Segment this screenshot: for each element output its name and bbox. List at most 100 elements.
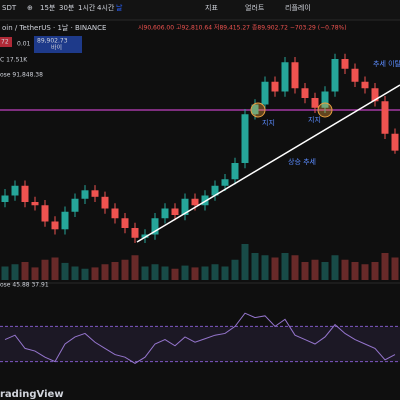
candle-body [381,101,389,134]
volume-bar [161,266,169,280]
candle-body [31,202,39,206]
volume-bar [341,259,349,280]
volume-bar [321,262,329,280]
sell-price: 72 [1,39,9,46]
sell-box[interactable] [0,37,12,47]
volume-bar [11,264,19,280]
candle-body [81,190,89,199]
volume-bar [131,255,139,280]
volume-bar [31,267,39,280]
volume-bar [331,255,339,280]
volume-bar [101,264,109,280]
symbol[interactable]: SDT [2,4,17,12]
rsi-band [0,326,400,362]
add-button[interactable]: ⊕ [27,4,33,12]
volume-bar [181,265,189,280]
candle-body [131,228,139,238]
candle-body [61,211,69,230]
volume-bar [261,255,269,280]
volume-bar [61,262,69,280]
legend-title: oin / TetherUS · 1날 · BINANCE [2,23,106,32]
candle-body [341,59,349,69]
volume-bar [111,262,119,280]
annotation: 추세 이탈 [373,59,400,68]
volume-bar [201,266,209,280]
volume-bar [251,253,259,280]
candle-body [101,196,109,209]
candle-body [331,59,339,92]
legend-ohlc: 시90,606.00 고92,810.64 저89,415.27 종89,902… [138,24,347,32]
candle-body [141,234,149,238]
annotation: 지지 [308,115,321,124]
spread: 0.01 [17,41,31,48]
candle-body [91,190,99,197]
interval-button[interactable]: 15분 [40,4,56,12]
volume-bar [351,262,359,280]
candle-body [211,185,219,196]
candle-body [1,195,9,202]
volume-bar [241,244,249,280]
buy-price: 89,902.73 [37,38,68,45]
toolbar-button[interactable]: 지표 [205,3,218,12]
candle-body [181,198,189,215]
candle-body [171,208,179,215]
support-marker [250,102,266,118]
candle-body [231,163,239,180]
volume-bar [91,267,99,280]
candle-body [221,179,229,186]
volume-bar [21,262,29,280]
interval-button[interactable]: 4시간 [97,3,115,12]
volume-bar [281,253,289,280]
volume-bar [1,266,9,280]
candle-body [271,81,279,92]
support-marker [317,102,333,118]
candle-body [251,104,259,115]
rsi-legend: ose 45.88 37.91 [0,282,49,289]
candle-body [361,81,369,89]
annotation: 상승 추세 [288,157,316,166]
volume-bar [371,262,379,280]
volume-bar [231,259,239,280]
volume-bar [301,262,309,280]
candle-body [191,198,199,206]
candle-body [301,88,309,98]
annotation: 지지 [262,118,275,127]
interval-button[interactable]: 날 [116,3,123,12]
ma-legend: ose 91,848.38 [0,72,43,79]
volume-bar [81,268,89,280]
interval-button[interactable]: 1시간 [78,3,96,12]
brand: radingView [0,389,64,400]
trend-line [136,84,400,243]
candle-body [41,205,49,222]
volume-bar [121,259,129,280]
volume-bar [361,264,369,280]
candle-body [51,221,59,230]
toolbar [0,0,400,20]
candle-body [291,62,299,89]
volume-bar [381,253,389,280]
toolbar-button[interactable]: 리플레이 [285,3,311,12]
volume-bar [271,257,279,280]
candle-body [161,208,169,219]
candle-body [351,68,359,82]
volume-bar [41,259,49,280]
candle-body [71,198,79,212]
toolbar-button[interactable]: 얼러트 [245,3,265,12]
candle-body [281,62,289,92]
candle-body [121,218,129,228]
volume-bar [391,257,399,280]
interval-button[interactable]: 30분 [59,4,75,12]
candle-body [311,98,319,108]
rsi-line [4,312,396,364]
volume-legend: C 17.51K [0,57,28,64]
volume-bar [311,259,319,280]
volume-bar [71,266,79,280]
candle-body [151,218,159,235]
candle-body [391,133,399,151]
volume-bar [291,255,299,280]
buy-label: 바이 [51,44,62,52]
buy-box[interactable] [34,36,82,53]
volume-bar [171,268,179,280]
candle-body [111,208,119,219]
